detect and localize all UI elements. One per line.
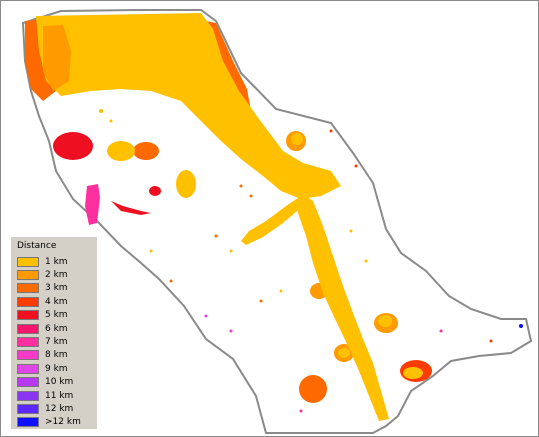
legend-item: 5 km <box>17 309 97 322</box>
zone-red-streak <box>111 201 151 215</box>
legend-swatch <box>17 296 39 307</box>
zone-central-west <box>133 142 159 160</box>
legend-swatch <box>17 283 39 294</box>
legend-swatch <box>17 363 39 374</box>
legend-swatch <box>17 417 39 428</box>
legend-label: >12 km <box>45 417 81 428</box>
zone-tributary-west <box>241 196 303 245</box>
legend-swatch <box>17 377 39 388</box>
zone-yellow-pond-2 <box>107 141 135 161</box>
legend-label: 6 km <box>45 323 68 334</box>
zone-river-south <box>298 191 389 421</box>
zone-river-north <box>36 13 341 199</box>
legend-swatch <box>17 337 39 348</box>
zone-yellow-pond-5 <box>403 367 423 379</box>
legend-item: 10 km <box>17 376 97 389</box>
legend-item: 7 km <box>17 335 97 348</box>
legend-item: 1 km <box>17 255 97 268</box>
legend-item: 3 km <box>17 282 97 295</box>
legend-item: 2 km <box>17 268 97 281</box>
legend-label: 2 km <box>45 270 68 281</box>
legend-label: 5 km <box>45 310 68 321</box>
zone-west-bay <box>53 132 93 160</box>
zone-yellow-pond-1 <box>176 170 196 198</box>
zone-west-island <box>43 25 71 91</box>
legend: Distance 1 km 2 km 3 km 4 km 5 km 6 km 7… <box>11 237 97 429</box>
legend-label: 4 km <box>45 296 68 307</box>
legend-item: >12 km <box>17 416 97 429</box>
zone-pink-west <box>85 184 100 225</box>
legend-item: 12 km <box>17 402 97 415</box>
legend-item: 8 km <box>17 349 97 362</box>
legend-swatch <box>17 270 39 281</box>
legend-label: 7 km <box>45 337 68 348</box>
legend-item: 6 km <box>17 322 97 335</box>
legend-swatch <box>17 350 39 361</box>
zone-south <box>299 375 327 403</box>
legend-item: 11 km <box>17 389 97 402</box>
zone-yellow-pond-3 <box>291 133 303 145</box>
legend-swatch <box>17 323 39 334</box>
legend-title: Distance <box>17 241 57 251</box>
zone-yellow-pond-4 <box>378 315 392 327</box>
legend-swatch <box>17 403 39 414</box>
legend-label: 9 km <box>45 363 68 374</box>
legend-swatch <box>17 256 39 267</box>
legend-items: 1 km 2 km 3 km 4 km 5 km 6 km 7 km 8 km … <box>17 255 97 429</box>
legend-label: 12 km <box>45 403 74 414</box>
legend-swatch <box>17 310 39 321</box>
legend-label: 10 km <box>45 377 74 388</box>
legend-item: 9 km <box>17 362 97 375</box>
legend-item: 4 km <box>17 295 97 308</box>
legend-label: 11 km <box>45 390 74 401</box>
legend-label: 8 km <box>45 350 68 361</box>
zone-red-small <box>149 186 161 196</box>
legend-label: 3 km <box>45 283 68 294</box>
legend-swatch <box>17 390 39 401</box>
zone-yellow-pond-6 <box>338 348 350 358</box>
legend-label: 1 km <box>45 256 68 267</box>
speckles <box>99 109 523 413</box>
